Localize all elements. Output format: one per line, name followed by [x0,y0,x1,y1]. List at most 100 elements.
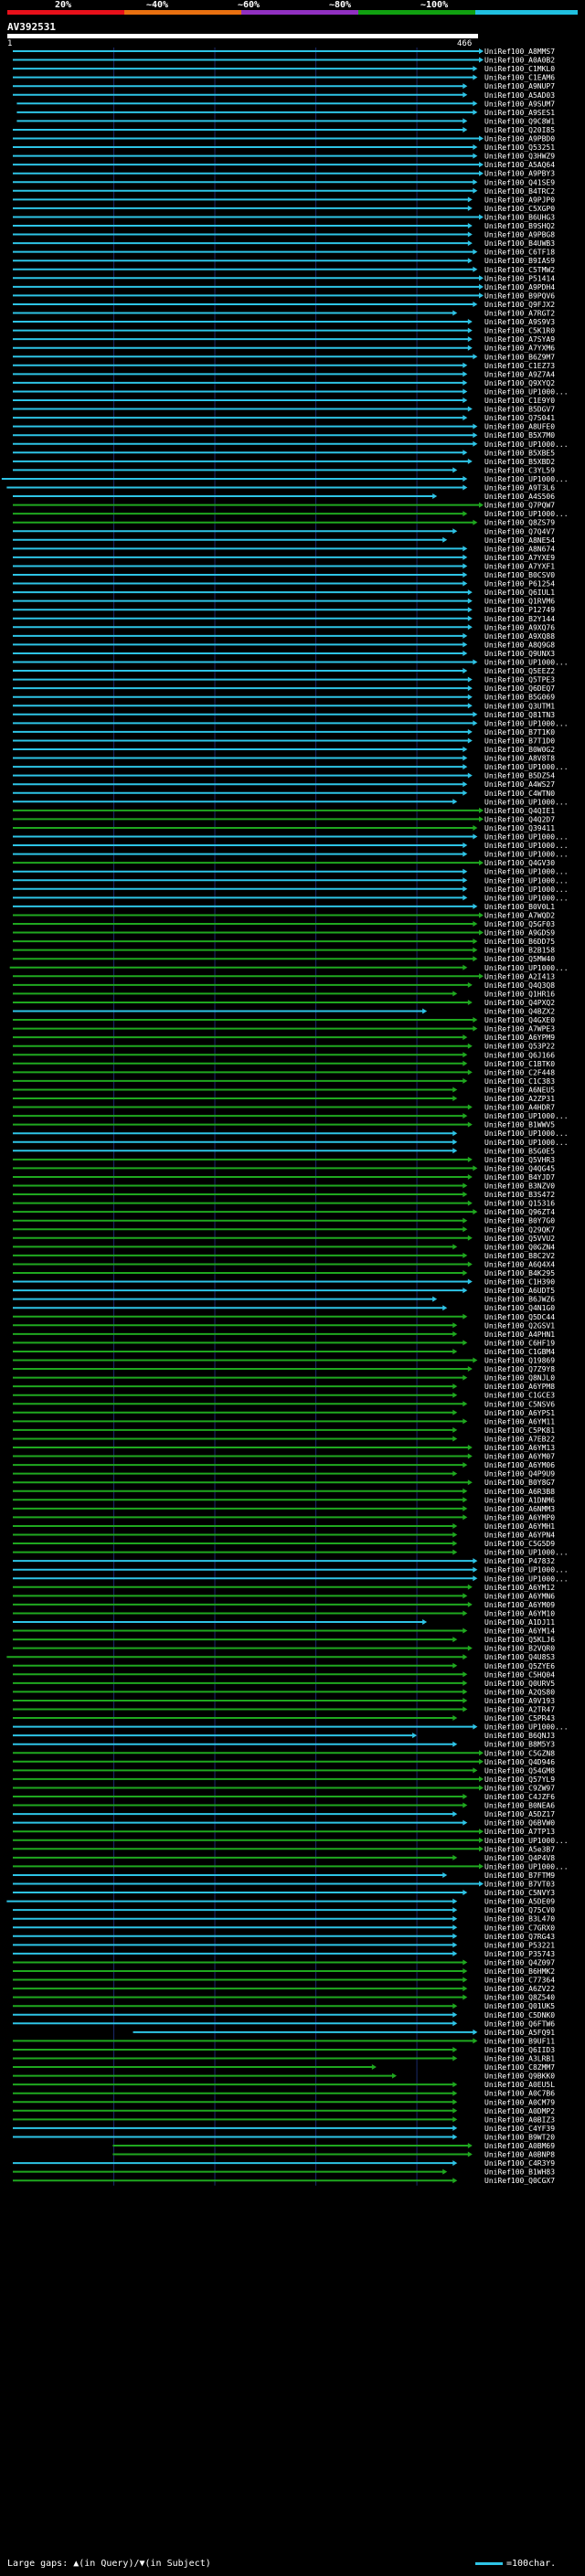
hit-row[interactable]: UniRef100_Q6J166 [13,1051,555,1059]
hit-row[interactable]: UniRef100_Q3UTM1 [13,702,555,710]
hit-label[interactable]: UniRef100_Q53251 [484,143,555,152]
hit-label[interactable]: UniRef100_A0BM69 [484,2142,555,2150]
hit-label[interactable]: UniRef100_C5XGP0 [484,205,555,213]
hit-label[interactable]: UniRef100_Q4P9U9 [484,1470,555,1479]
hit-row[interactable]: UniRef100_B7VT03 [13,1881,555,1889]
hit-row[interactable]: UniRef100_A9PDH4 [13,283,555,292]
hit-label[interactable]: UniRef100_Q7Z9Y8 [484,1365,555,1373]
hit-row[interactable]: UniRef100_A5FQ91 [133,2029,556,2037]
hit-label[interactable]: UniRef100_B9SHQ2 [484,222,555,230]
hit-label[interactable]: UniRef100_B5XBE5 [484,449,555,457]
hit-row[interactable]: UniRef100_B1WH83 [13,2168,555,2177]
hit-label[interactable]: UniRef100_B7T1K0 [484,728,555,737]
hit-label[interactable]: UniRef100_A6R3B8 [484,1488,555,1496]
hit-row[interactable]: UniRef100_A0A0B2 [13,57,555,65]
hit-row[interactable]: UniRef100_Q5ZYE6 [13,1662,555,1670]
hit-row[interactable]: UniRef100_A6YM13 [13,1444,555,1452]
hit-label[interactable]: UniRef100_Q53P22 [484,1043,555,1051]
hit-label[interactable]: UniRef100_C7GRX0 [484,1924,555,1932]
hit-label[interactable]: UniRef100_Q81TN3 [484,711,555,719]
hit-row[interactable]: UniRef100_A8NE54 [13,536,555,545]
hit-row[interactable]: UniRef100_B5XBE5 [13,449,555,457]
hit-row[interactable]: UniRef100_C1EZ73 [13,362,555,370]
hit-label[interactable]: UniRef100_Q4QIE1 [484,807,555,815]
hit-row[interactable]: UniRef100_B9SHQ2 [13,222,555,230]
hit-row[interactable]: UniRef100_A0CM79 [13,2098,555,2106]
hit-row[interactable]: UniRef100_UP1000... [13,798,569,806]
hit-label[interactable]: UniRef100_UP1000... [484,1566,569,1574]
hit-row[interactable]: UniRef100_A7YXM6 [13,345,555,353]
hit-label[interactable]: UniRef100_C5PR43 [484,1714,555,1723]
hit-row[interactable]: UniRef100_Q6DEQ7 [13,684,555,693]
hit-row[interactable]: UniRef100_Q39411 [13,824,555,832]
hit-row[interactable]: UniRef100_Q5VHR3 [13,1156,555,1164]
hit-row[interactable]: UniRef100_B6DD75 [13,938,555,946]
hit-row[interactable]: UniRef100_A6YM07 [13,1453,555,1461]
hit-label[interactable]: UniRef100_Q4Q2D7 [484,815,555,823]
hit-label[interactable]: UniRef100_B5DGV7 [484,406,555,414]
hit-label[interactable]: UniRef100_A1DJ11 [484,1618,555,1627]
hit-label[interactable]: UniRef100_Q6IUL1 [484,588,555,597]
hit-label[interactable]: UniRef100_A7EB22 [484,1435,555,1443]
hit-label[interactable]: UniRef100_A0DMP2 [484,2107,555,2115]
hit-label[interactable]: UniRef100_A9PJP0 [484,196,555,204]
hit-row[interactable]: UniRef100_Q4QIE1 [13,807,555,815]
hit-label[interactable]: UniRef100_Q3UTM1 [484,702,555,710]
hit-label[interactable]: UniRef100_C6TF18 [484,249,555,257]
hit-label[interactable]: UniRef100_B9PQV6 [484,292,555,300]
hit-row[interactable]: UniRef100_Q7S041 [13,414,555,422]
hit-row[interactable]: UniRef100_B6JWZ6 [13,1296,555,1304]
hit-label[interactable]: UniRef100_UP1000... [484,851,569,859]
hit-row[interactable]: UniRef100_Q5VVU2 [13,1235,555,1243]
hit-label[interactable]: UniRef100_A6NEU5 [484,1086,555,1094]
hit-label[interactable]: UniRef100_C5DNK0 [484,2011,555,2019]
hit-label[interactable]: UniRef100_B5X7M0 [484,431,555,440]
hit-label[interactable]: UniRef100_UP1000... [484,440,569,449]
hit-label[interactable]: UniRef100_A9PBG8 [484,231,555,239]
hit-label[interactable]: UniRef100_C4WTN0 [484,790,555,798]
hit-label[interactable]: UniRef100_A6YPM9 [484,1034,555,1042]
hit-row[interactable]: UniRef100_UP1000... [13,1139,569,1147]
hit-label[interactable]: UniRef100_C1BTK0 [484,1060,555,1068]
hit-label[interactable]: UniRef100_A9T3L6 [484,484,555,493]
hit-label[interactable]: UniRef100_C5TMW2 [484,266,555,274]
hit-label[interactable]: UniRef100_A6YMH1 [484,1522,555,1531]
hit-row[interactable]: UniRef100_A6YPN4 [13,1532,555,1540]
hit-label[interactable]: UniRef100_A0C7B6 [484,2090,555,2098]
hit-label[interactable]: UniRef100_Q4GV30 [484,859,555,867]
hit-label[interactable]: UniRef100_Q5KLJ6 [484,1636,555,1644]
hit-label[interactable]: UniRef100_P12749 [484,606,555,614]
hit-label[interactable]: UniRef100_UP1000... [484,894,569,902]
hit-row[interactable]: UniRef100_C4YF39 [13,2125,555,2133]
hit-row[interactable]: UniRef100_A8Q9G8 [13,641,555,649]
hit-row[interactable]: UniRef100_A5AQ64 [13,161,555,169]
hit-row[interactable]: UniRef100_Q5KLJ6 [13,1636,555,1644]
hit-row[interactable]: UniRef100_A0DMP2 [13,2107,555,2115]
hit-row[interactable]: UniRef100_P47832 [13,1557,555,1565]
hit-label[interactable]: UniRef100_A0EU5L [484,2081,555,2089]
hit-row[interactable]: UniRef100_Q4P9U9 [13,1470,555,1479]
hit-row[interactable]: UniRef100_C5NSV6 [13,1400,555,1408]
hit-row[interactable]: UniRef100_Q5MW40 [13,955,555,963]
hit-row[interactable]: UniRef100_Q75CV0 [13,1906,555,1914]
hit-row[interactable]: UniRef100_A8MMS7 [13,48,555,56]
hit-label[interactable]: UniRef100_B8M5Y3 [484,1741,555,1749]
hit-label[interactable]: UniRef100_UP1000... [484,475,569,483]
hit-row[interactable]: UniRef100_B4UWB3 [13,239,555,248]
hit-row[interactable]: UniRef100_Q5DC44 [13,1313,555,1321]
hit-row[interactable]: UniRef100_A4WS27 [13,780,555,789]
hit-label[interactable]: UniRef100_C1H390 [484,1278,555,1287]
hit-label[interactable]: UniRef100_B2Y144 [484,615,555,623]
hit-label[interactable]: UniRef100_A7WQD2 [484,911,555,919]
hit-row[interactable]: UniRef100_B6UHG3 [13,213,555,221]
hit-label[interactable]: UniRef100_C1C383 [484,1077,555,1086]
hit-row[interactable]: UniRef100_A1DJ11 [13,1618,555,1627]
hit-row[interactable]: UniRef100_A6YMP0 [13,1513,555,1521]
hit-row[interactable]: UniRef100_P35743 [13,1950,555,1958]
hit-label[interactable]: UniRef100_P61254 [484,580,555,588]
hit-row[interactable]: UniRef100_A6YM10 [13,1609,555,1617]
hit-row[interactable]: UniRef100_A0BM69 [112,2142,555,2150]
hit-label[interactable]: UniRef100_A6ZV22 [484,1985,555,1993]
hit-label[interactable]: UniRef100_A0CM79 [484,2098,555,2106]
hit-label[interactable]: UniRef100_A4WS27 [484,780,555,789]
